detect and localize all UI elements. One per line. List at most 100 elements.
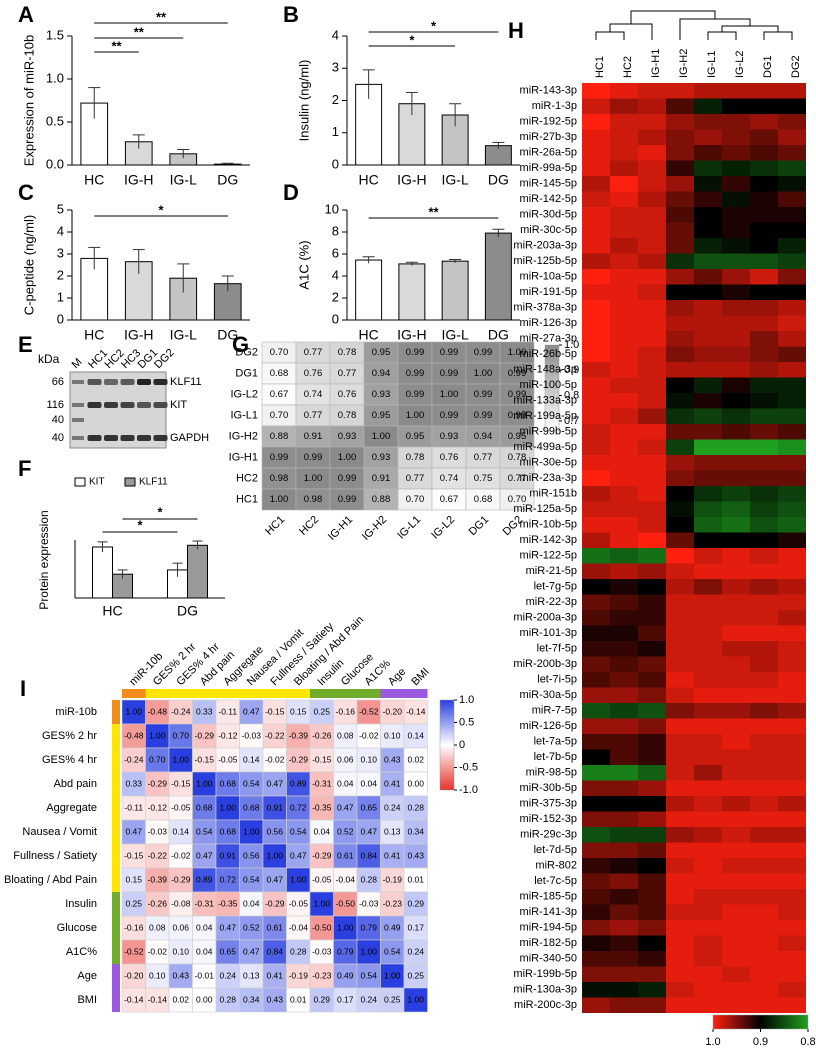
cell-label: 0.34 <box>243 994 260 1004</box>
heatmap-cell <box>722 889 750 905</box>
cell-label: -0.39 <box>148 874 168 884</box>
panel-label: B <box>283 2 299 27</box>
heatmap-cell <box>610 703 638 719</box>
cell-label: -0.29 <box>312 850 332 860</box>
row-label: DG1 <box>235 367 258 379</box>
heatmap-cell <box>582 687 610 703</box>
cell-label: -0.03 <box>312 946 332 956</box>
heatmap-cell <box>610 331 638 347</box>
cell-label: 0.06 <box>337 754 354 764</box>
heatmap-cell <box>582 765 610 781</box>
heatmap-cell <box>638 284 666 300</box>
dendrogram-branch <box>763 31 793 40</box>
cell-label: -0.29 <box>289 754 309 764</box>
y-tick-label: 4 <box>332 267 339 282</box>
band <box>87 379 102 385</box>
cell-label: -0.15 <box>265 706 285 716</box>
row-label: miR-151b <box>529 488 577 500</box>
colorbar-tick-label: 0.9 <box>564 364 579 376</box>
cell-label: -0.05 <box>171 802 191 812</box>
cell-label: -0.05 <box>312 874 332 884</box>
heatmap-cell <box>694 129 722 145</box>
cell-label: 0.47 <box>243 946 260 956</box>
row-label: miR-26a-5p <box>520 147 577 159</box>
heatmap-cell <box>750 83 778 99</box>
cell-label: 0.47 <box>360 826 377 836</box>
cell-label: -0.35 <box>218 898 238 908</box>
cell-label: 0.77 <box>338 368 357 379</box>
heatmap-cell <box>666 966 694 982</box>
heatmap-cell <box>666 346 694 362</box>
heatmap-cell <box>666 83 694 99</box>
heatmap-cell <box>666 439 694 455</box>
heatmap-cell <box>610 501 638 517</box>
panel-label: E <box>18 332 33 357</box>
heatmap-cell <box>722 811 750 827</box>
cell-label: 0.65 <box>219 946 236 956</box>
heatmap-cell <box>666 625 694 641</box>
heatmap-cell <box>638 83 666 99</box>
heatmap-cell <box>694 346 722 362</box>
heatmap-cell <box>750 408 778 424</box>
heatmap-cell <box>778 207 806 223</box>
heatmap-cell <box>750 346 778 362</box>
row-label: miR-30c-5p <box>520 224 577 236</box>
heatmap-cell <box>778 486 806 502</box>
x-tick-label: HC <box>359 327 379 343</box>
heatmap-cell <box>694 331 722 347</box>
heatmap-cell <box>694 439 722 455</box>
row-label: let-7b-5p <box>534 751 577 763</box>
row-label: miR-142-5p <box>520 193 577 205</box>
cell-label: 0.25 <box>313 706 330 716</box>
heatmap-cell <box>750 222 778 238</box>
cell-label: 0.41 <box>384 850 401 860</box>
heatmap-cell <box>638 765 666 781</box>
row-label: miR-200a-3p <box>513 612 577 624</box>
heatmap-cell <box>582 579 610 595</box>
heatmap-cell <box>638 408 666 424</box>
heatmap-cell <box>582 315 610 331</box>
cell-label: 0.02 <box>407 754 424 764</box>
heatmap-cell <box>638 517 666 533</box>
heatmap-cell <box>582 641 610 657</box>
band-label: KIT <box>170 399 187 411</box>
cell-label: 0.68 <box>270 368 289 379</box>
row-label: miR-199b-5p <box>513 968 577 980</box>
cell-label: 0.25 <box>125 898 142 908</box>
y-tick-label: 2 <box>332 289 339 304</box>
heatmap-cell <box>610 346 638 362</box>
heatmap-cell <box>610 548 638 564</box>
heatmap-cell <box>582 749 610 765</box>
heatmap-cell <box>694 455 722 471</box>
row-label: let-7d-5p <box>534 844 577 856</box>
x-tick-label: IG-L <box>442 327 469 343</box>
cell-label: 1.00 <box>270 494 289 505</box>
heatmap-cell <box>638 641 666 657</box>
heatmap-cell <box>582 625 610 641</box>
row-label: miR-194-5p <box>520 922 577 934</box>
heatmap-cell <box>582 176 610 192</box>
heatmap-cell <box>666 935 694 951</box>
cell-label: -0.02 <box>359 730 379 740</box>
heatmap-cell <box>750 904 778 920</box>
heatmap-cell <box>582 780 610 796</box>
y-tick-label: 1.0 <box>46 70 64 85</box>
cell-label: 0.88 <box>372 494 391 505</box>
heatmap-cell <box>694 703 722 719</box>
heatmap-cell <box>582 951 610 967</box>
heatmap-cell <box>694 966 722 982</box>
band <box>137 435 151 441</box>
heatmap-cell <box>722 191 750 207</box>
heatmap-cell <box>694 207 722 223</box>
heatmap-cell <box>638 610 666 626</box>
cell-label: 0.75 <box>474 473 493 484</box>
band <box>120 402 135 408</box>
cell-label: 0.47 <box>243 706 260 716</box>
cell-label: -0.20 <box>383 706 403 716</box>
cell-label: 0.56 <box>266 826 283 836</box>
row-label: let-7c-5p <box>534 875 577 887</box>
heatmap-cell <box>778 625 806 641</box>
heatmap-cell <box>638 997 666 1013</box>
row-label: miR-99b-5p <box>520 426 577 438</box>
heatmap-cell <box>582 935 610 951</box>
